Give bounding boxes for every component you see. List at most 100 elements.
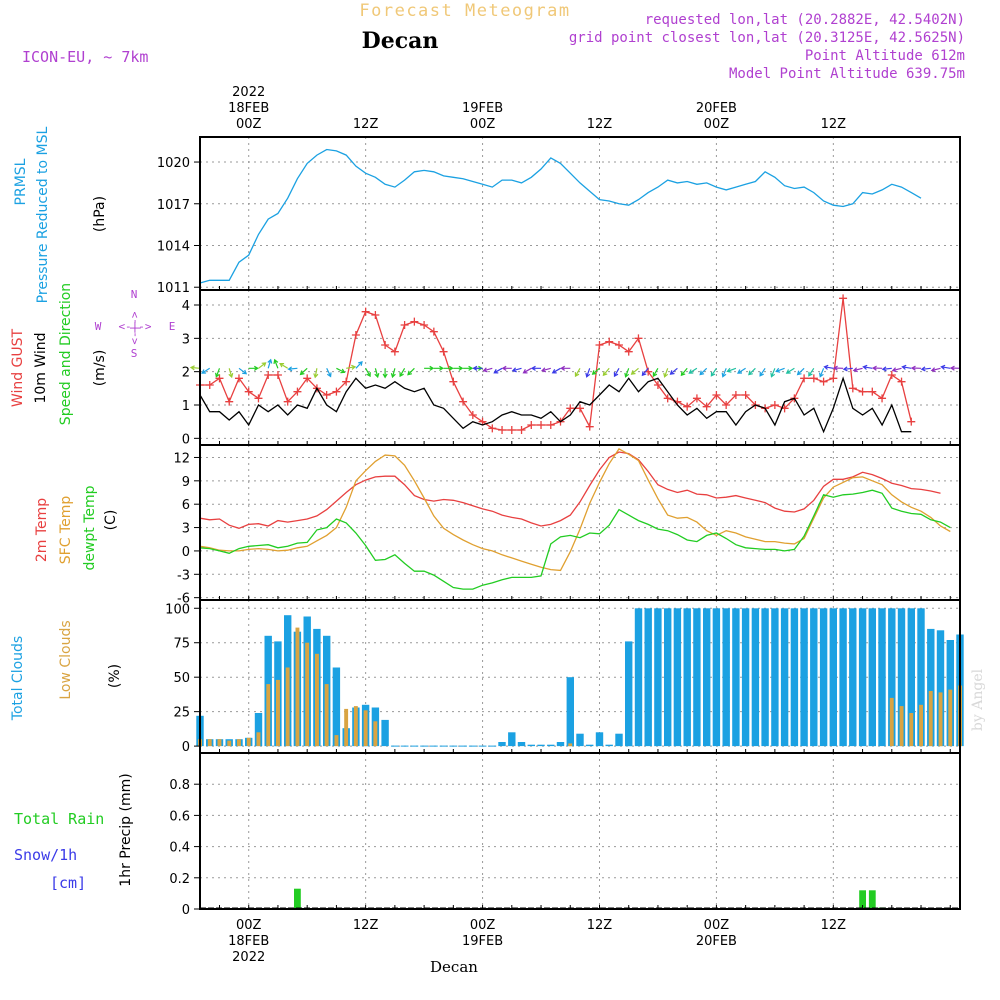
time-label: 00Z [470, 117, 496, 132]
gust-marker [225, 397, 234, 406]
snow-unit: [cm] [50, 874, 86, 892]
gust-marker [907, 417, 916, 426]
total-cloud-bar [936, 630, 945, 747]
gust-marker [371, 311, 380, 319]
total-cloud-bar [927, 628, 935, 747]
total-cloud-bar [381, 719, 389, 747]
low-cloud-bar [373, 721, 378, 747]
y-tick-label: 3 [182, 332, 190, 347]
y-tick-label: 1014 [157, 239, 190, 254]
wind-arrow [472, 365, 483, 371]
series-lines [196, 148, 951, 590]
gust-marker [459, 397, 468, 406]
total-cloud-bar [625, 641, 633, 747]
time-label: 00Z [470, 918, 496, 933]
gust-line [200, 298, 912, 431]
total-cloud-bar [810, 608, 818, 747]
pressure-line [199, 148, 922, 284]
total-cloud-bar [907, 608, 915, 747]
wind-arrow [710, 367, 717, 377]
y-tick-label: 50 [173, 671, 190, 686]
wind-speed-line [199, 376, 912, 434]
wind-arrow [511, 367, 522, 373]
wind-arrow [721, 368, 727, 378]
wind-arrow [663, 368, 669, 378]
low-cloud-bar [928, 691, 933, 747]
total-clouds-label: Total Clouds [10, 636, 26, 721]
low-cloud-bar [353, 706, 358, 747]
low-cloud-bar [266, 684, 271, 747]
gust-marker [429, 327, 438, 336]
time-label: 19FEB [462, 101, 503, 116]
total-cloud-bar [527, 744, 535, 747]
gust-marker [449, 377, 458, 386]
compass-e: E [169, 320, 176, 333]
y-tick-label: 0.2 [169, 872, 190, 887]
pressure-labels: PRMSL Pressure Reduced to MSL (hPa) [13, 126, 108, 303]
gust-marker [537, 421, 546, 429]
gust-label: Wind GUST [10, 328, 26, 407]
wind-arrow [641, 367, 649, 377]
compass-w: W [95, 320, 102, 333]
total-cloud-bar [537, 744, 545, 747]
gridpoint-coords: grid point closest lon,lat (20.3125E, 42… [569, 30, 965, 46]
y-tick-label: 4 [182, 299, 190, 314]
total-cloud-bar [634, 608, 643, 747]
gust-marker [205, 381, 214, 389]
gust-marker [498, 426, 507, 434]
temp-unit: (C) [103, 510, 119, 531]
gust-marker [722, 401, 731, 409]
total-cloud-bar [673, 608, 682, 747]
low-cloud-bar [207, 739, 212, 747]
low-cloud-bar [909, 713, 914, 747]
low-cloud-bar [938, 692, 943, 747]
total-cloud-bar [654, 608, 662, 747]
wind-arrow [299, 367, 308, 376]
wind-arrow [453, 365, 464, 371]
wind-arrow [881, 366, 892, 372]
gust-marker [215, 374, 224, 383]
wind-arrow [336, 367, 346, 374]
low-cloud-bar [919, 704, 923, 747]
direction-label: Speed and Direction [58, 283, 74, 425]
wind-arrow [910, 365, 922, 371]
low-cloud-bar [315, 653, 319, 747]
wind-arrow [443, 365, 454, 371]
wind-arrow [930, 367, 941, 373]
total-cloud-bar [517, 742, 526, 747]
total-cloud-bar [800, 608, 808, 747]
gust-marker [244, 387, 253, 396]
precip-title: 1hr Precip (mm) [118, 773, 134, 886]
gust-marker [868, 387, 877, 396]
gust-marker [303, 374, 312, 383]
cloud-bars [196, 608, 964, 747]
y-tick-label: -6 [177, 592, 190, 607]
low-clouds-label: Low Clouds [58, 620, 74, 699]
wind-arrow [382, 368, 388, 379]
gust-marker [527, 421, 536, 429]
wind-arrow [796, 367, 805, 376]
total-cloud-bar [547, 744, 555, 747]
wind-arrow [748, 367, 756, 376]
gust-marker [488, 424, 497, 433]
y-tick-label: 9 [182, 475, 190, 490]
total-cloud-bar [498, 742, 506, 747]
y-tick-label: 0.8 [169, 778, 190, 793]
total-cloud-bar [712, 608, 721, 747]
requested-coords: requested lon,lat (20.2882E, 42.5402N) [645, 12, 965, 28]
gust-marker [400, 321, 409, 329]
wind-arrow [737, 367, 746, 374]
y-tick-label: 2 [182, 366, 190, 381]
rain-bar [294, 888, 301, 909]
pressure-label-1: PRMSL [13, 158, 29, 205]
gust-marker [809, 374, 818, 383]
y-tick-label: 1017 [157, 198, 190, 213]
wind-arrow [522, 367, 532, 374]
wind-labels: Wind GUST 10m Wind Speed and Direction (… [10, 283, 108, 425]
low-cloud-bar [256, 732, 261, 747]
gust-marker [878, 394, 887, 403]
wind-arrow [540, 367, 551, 373]
total-cloud-bar [332, 667, 341, 747]
gust-marker [605, 337, 614, 346]
